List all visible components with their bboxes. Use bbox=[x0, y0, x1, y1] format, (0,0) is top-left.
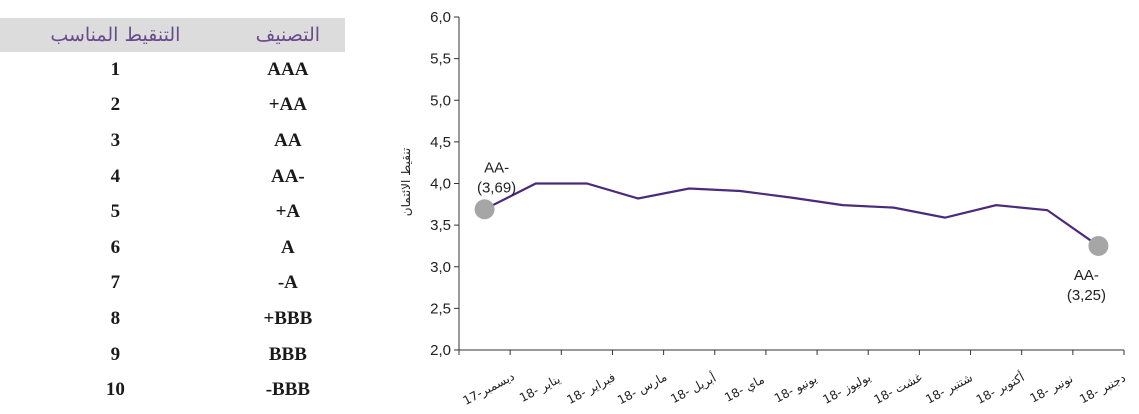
score-cell: 2 bbox=[110, 94, 121, 116]
rating-cell: AA bbox=[274, 129, 302, 151]
table-row: 1 AAA bbox=[0, 52, 345, 88]
annotation-value: (3,25) bbox=[1067, 287, 1106, 304]
endpoint-marker bbox=[474, 199, 495, 220]
rating-cell: AAA bbox=[267, 58, 309, 80]
annotation-label: AA- bbox=[484, 159, 509, 176]
score-cell: 4 bbox=[110, 165, 121, 187]
series-line bbox=[484, 182, 1100, 247]
rating-cell: BBB bbox=[268, 343, 307, 365]
annotation-label: AA- bbox=[1074, 267, 1099, 284]
y-tick-label: 5,0 bbox=[430, 92, 451, 109]
header-score: التنقيط المناسب bbox=[0, 18, 231, 52]
rating-cell: AA- bbox=[270, 165, 305, 187]
x-tick-label: غشت -18 bbox=[872, 370, 925, 407]
x-tick-label: شتنبر -18 bbox=[923, 370, 975, 407]
x-tick-label: نونبر -18 bbox=[1028, 371, 1076, 406]
endpoint-marker bbox=[1088, 235, 1109, 256]
table-body: 1 AAA 2 +AA 3 AA 4 AA- 5 +A 6 A 7 -A 8 +BBB 9 BBB 10 -BBB bbox=[0, 52, 345, 408]
y-axis-label: تنقيط الائتمان bbox=[399, 148, 413, 216]
series-group bbox=[484, 182, 1100, 247]
y-tick-label: 4,5 bbox=[430, 134, 451, 151]
table-header-row: التنقيط المناسب التصنيف bbox=[0, 18, 345, 52]
table-row: 2 +AA bbox=[0, 88, 345, 124]
credit-score-chart: 2,0 2,5 3,0 3,5 4,0 4,5 5,0 5,5 6,0 ديسمبر-17 ينا… bbox=[399, 9, 1128, 409]
y-tick-label: 6,0 bbox=[430, 9, 451, 26]
table-row: 8 +BBB bbox=[0, 301, 345, 337]
x-tick-label: يوليوز -18 bbox=[820, 370, 873, 408]
x-tick-label: دجنبر -18 bbox=[1077, 371, 1128, 408]
x-tick-label: أكتوبر -18 bbox=[973, 369, 1027, 408]
x-tick-label: فبراير -18 bbox=[564, 370, 618, 408]
rating-cell: +BBB bbox=[263, 307, 313, 329]
x-tick-label: أبريل -18 bbox=[668, 370, 719, 407]
score-cell: 6 bbox=[110, 236, 121, 258]
rating-cell: +AA bbox=[268, 94, 307, 116]
y-tick-label: 5,5 bbox=[430, 51, 451, 68]
score-cell: 3 bbox=[110, 129, 121, 151]
table-row: 3 AA bbox=[0, 123, 345, 159]
rating-table: التنقيط المناسب التصنيف 1 AAA 2 +AA 3 AA 4 AA- 5… bbox=[0, 18, 345, 408]
table-row: 4 AA- bbox=[0, 159, 345, 195]
score-cell: 10 bbox=[105, 379, 125, 401]
annotation-value: (3,69) bbox=[477, 179, 516, 196]
y-tick-label: 4,0 bbox=[430, 176, 451, 193]
y-tick-label: 2,0 bbox=[430, 342, 451, 359]
rating-cell: +A bbox=[275, 201, 301, 223]
rating-table-panel: التنقيط المناسب التصنيف 1 AAA 2 +AA 3 AA 4 AA- 5… bbox=[0, 18, 370, 414]
score-cell: 1 bbox=[110, 58, 121, 80]
table-row: 7 -A bbox=[0, 266, 345, 302]
score-cell: 8 bbox=[110, 307, 121, 329]
x-tick-label: يناير -18 bbox=[517, 372, 563, 406]
y-tick-label: 2,5 bbox=[430, 300, 451, 317]
table-row: 10 -BBB bbox=[0, 372, 345, 408]
y-tick-label: 3,0 bbox=[430, 259, 451, 276]
y-tick-labels: 2,0 2,5 3,0 3,5 4,0 4,5 5,0 5,5 6,0 bbox=[430, 9, 459, 359]
rating-cell: A bbox=[281, 236, 295, 258]
score-cell: 7 bbox=[110, 272, 121, 294]
table-row: 9 BBB bbox=[0, 337, 345, 373]
header-rating: التصنيف bbox=[230, 18, 345, 52]
x-tick-label: ماي -18 bbox=[722, 372, 766, 405]
x-tick-label: ديسمبر-17 bbox=[461, 369, 518, 409]
x-tick-label: مارس -18 bbox=[615, 370, 670, 409]
score-cell: 9 bbox=[110, 343, 121, 365]
score-cell: 5 bbox=[110, 201, 121, 223]
y-tick-label: 3,5 bbox=[430, 217, 451, 234]
table-row: 5 +A bbox=[0, 194, 345, 230]
x-tick-label: يونيو -18 bbox=[772, 371, 820, 406]
annotations: AA- (3,69) AA- (3,25) bbox=[474, 159, 1109, 304]
rating-cell: -A bbox=[277, 272, 298, 294]
rating-cell: -BBB bbox=[265, 379, 311, 401]
